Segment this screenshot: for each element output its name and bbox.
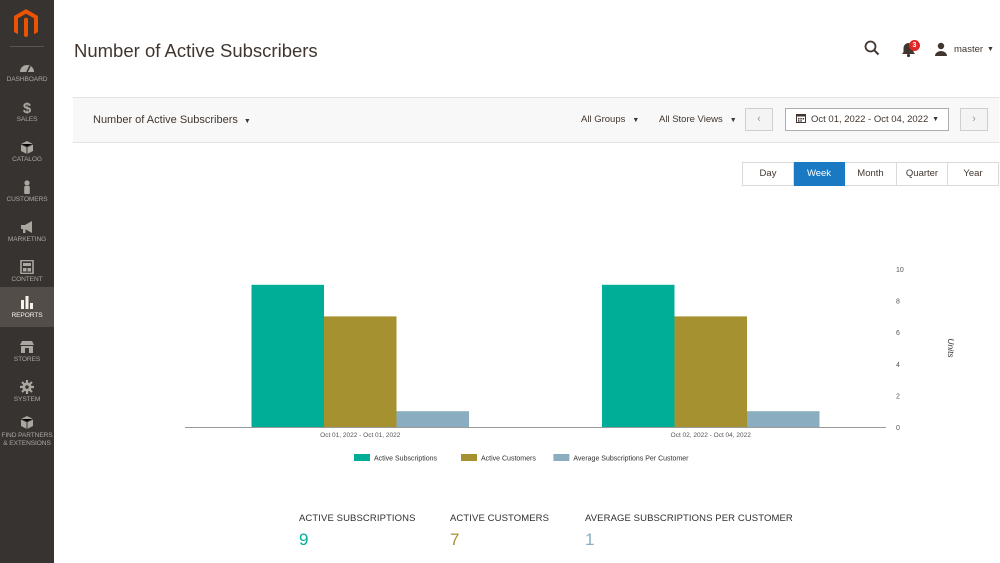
notification-count-badge: 3: [909, 40, 920, 51]
sidebar-item-label: REPORTS: [11, 312, 43, 319]
total-active-customers: ACTIVE CUSTOMERS 7: [450, 513, 549, 550]
total-active-subscriptions: ACTIVE SUBSCRIPTIONS 9: [299, 513, 416, 550]
chevron-right-icon: ›: [972, 113, 976, 125]
period-switcher: Day Week Month Quarter Year: [742, 162, 999, 186]
y-tick-label: 10: [896, 267, 904, 274]
search-icon[interactable]: [864, 40, 880, 56]
legend-swatch: [461, 454, 477, 461]
chevron-down-icon: ▼: [632, 117, 640, 124]
bar: [251, 284, 324, 427]
chevron-down-icon: ▼: [987, 45, 994, 53]
store-icon: [20, 341, 34, 353]
store-views-dropdown[interactable]: All Store Views ▼: [659, 114, 737, 125]
sidebar-item-label: FIND PARTNERS: [1, 432, 53, 439]
sidebar-item-label: DASHBOARD: [6, 76, 48, 83]
x-tick-label: Oct 02, 2022 - Oct 04, 2022: [671, 432, 752, 439]
page-title: Number of Active Subscribers: [74, 40, 318, 61]
store-views-value: All Store Views: [659, 114, 723, 125]
sidebar-item-label: SALES: [16, 116, 38, 123]
logo-divider: [10, 46, 44, 47]
legend-label: Active Customers: [481, 456, 536, 463]
sidebar-item-stores[interactable]: STORES: [0, 334, 54, 374]
total-label: AVERAGE SUBSCRIPTIONS PER CUSTOMER: [585, 513, 793, 524]
gear-icon: [20, 380, 34, 394]
period-month-button[interactable]: Month: [845, 162, 897, 186]
user-name: master: [954, 43, 984, 55]
bar: [602, 284, 675, 427]
chevron-down-icon: ▼: [932, 116, 939, 123]
groups-dropdown[interactable]: All Groups ▼: [581, 114, 639, 125]
sidebar-item-label: CUSTOMERS: [6, 196, 48, 203]
sidebar-item-system[interactable]: SYSTEM: [0, 374, 54, 414]
user-icon: [935, 42, 947, 56]
chevron-left-icon: ‹: [757, 113, 761, 125]
legend-swatch: [553, 454, 570, 461]
sidebar-item-catalog[interactable]: CATALOG: [0, 134, 54, 174]
admin-sidebar: DASHBOARD $ SALES CATALOG CUSTOMERS MARK…: [0, 0, 54, 563]
sidebar-item-marketing[interactable]: MARKETING: [0, 214, 54, 254]
sidebar-item-label: CATALOG: [12, 156, 42, 163]
report-filter-bar: Number of Active Subscribers ▼ All Groups…: [73, 97, 999, 143]
y-tick-label: 6: [896, 330, 900, 337]
sidebar-item-label: MARKETING: [7, 236, 47, 243]
sidebar-item-label: CONTENT: [11, 276, 43, 283]
date-range-value: Oct 01, 2022 - Oct 04, 2022: [811, 114, 929, 125]
sidebar-item-sales[interactable]: $ SALES: [0, 94, 54, 134]
svg-text:$: $: [23, 100, 32, 114]
legend-label: Average Subscriptions Per Customer: [573, 456, 689, 463]
total-value: 7: [450, 530, 460, 549]
user-menu[interactable]: master ▼: [934, 41, 994, 57]
sidebar-item-label: & EXTENSIONS: [3, 440, 51, 447]
megaphone-icon: [21, 221, 32, 233]
date-range-picker[interactable]: Oct 01, 2022 - Oct 04, 2022 ▼: [785, 108, 949, 131]
y-tick-label: 4: [896, 362, 900, 369]
chevron-down-icon: ▼: [729, 117, 737, 124]
dashboard-icon: [20, 65, 34, 73]
bar: [747, 411, 820, 427]
sidebar-item-label: SYSTEM: [13, 396, 41, 403]
sidebar-item-find-partners[interactable]: FIND PARTNERS & EXTENSIONS: [0, 412, 54, 456]
previous-period-button[interactable]: ‹: [745, 108, 773, 131]
legend-swatch: [354, 454, 370, 461]
total-label: ACTIVE SUBSCRIPTIONS: [299, 513, 416, 524]
calendar-icon: [796, 114, 806, 123]
sidebar-item-label: STORES: [13, 356, 41, 363]
person-icon: [24, 180, 30, 194]
next-period-button[interactable]: ›: [960, 108, 988, 131]
y-axis-title: Units: [946, 338, 956, 358]
period-year-button[interactable]: Year: [948, 162, 999, 186]
y-tick-label: 0: [896, 425, 900, 432]
sidebar-item-dashboard[interactable]: DASHBOARD: [0, 54, 54, 94]
bar: [396, 411, 469, 427]
period-day-button[interactable]: Day: [742, 162, 794, 186]
dollar-icon: $: [23, 100, 32, 114]
bar: [324, 316, 397, 427]
magento-logo-icon[interactable]: [12, 8, 40, 40]
period-quarter-button[interactable]: Quarter: [897, 162, 948, 186]
groups-value: All Groups: [581, 114, 626, 125]
report-type-value: Number of Active Subscribers: [93, 114, 238, 126]
y-tick-label: 8: [896, 299, 900, 306]
report-type-dropdown[interactable]: Number of Active Subscribers ▼: [93, 114, 251, 126]
cube-icon: [20, 141, 34, 154]
sidebar-item-content[interactable]: CONTENT: [0, 254, 54, 294]
total-average-subscriptions: AVERAGE SUBSCRIPTIONS PER CUSTOMER 1: [585, 513, 793, 550]
box-icon: [20, 416, 34, 429]
chevron-down-icon: ▼: [243, 118, 251, 125]
total-value: 9: [299, 530, 309, 549]
sidebar-item-customers[interactable]: CUSTOMERS: [0, 174, 54, 214]
period-week-button[interactable]: Week: [794, 162, 845, 186]
total-label: ACTIVE CUSTOMERS: [450, 513, 550, 524]
legend-label: Active Subscriptions: [374, 456, 438, 463]
bar: [674, 316, 747, 427]
y-tick-label: 2: [896, 393, 900, 400]
x-tick-label: Oct 01, 2022 - Oct 01, 2022: [320, 432, 401, 439]
layout-icon: [20, 260, 34, 274]
total-value: 1: [585, 530, 595, 549]
sidebar-item-reports[interactable]: REPORTS: [0, 287, 54, 327]
bar-chart-icon: [21, 296, 33, 309]
